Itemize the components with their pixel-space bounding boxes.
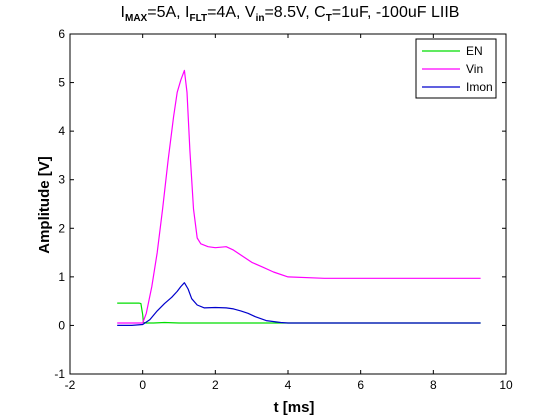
chart-title: IMAX=5A, IFLT=4A, Vin=8.5V, CT=1uF, -100… xyxy=(121,4,460,24)
x-tick-label: 10 xyxy=(499,378,513,392)
y-tick-label: 4 xyxy=(58,124,65,138)
x-tick-label: 4 xyxy=(285,378,292,392)
title-segment: =8.5V, C xyxy=(264,4,325,21)
y-tick-label: -1 xyxy=(54,367,65,381)
x-tick-label: 2 xyxy=(212,378,219,392)
y-axis: -1 0 1 2 3 4 5 6 xyxy=(54,27,506,381)
legend-label-en: EN xyxy=(466,44,483,58)
title-segment: =4A, V xyxy=(207,4,256,21)
x-tick-label: 0 xyxy=(139,378,146,392)
x-axis-label: t [ms] xyxy=(274,399,315,416)
title-subscript: T xyxy=(326,13,332,24)
title-segment: =1uF, -100uF LIIB xyxy=(332,4,460,21)
title-subscript: in xyxy=(256,13,265,24)
legend-label-imon: Imon xyxy=(466,80,493,94)
series-line-imon xyxy=(117,282,481,326)
y-tick-label: 1 xyxy=(58,270,65,284)
title-segment: I xyxy=(121,4,125,21)
title-subscript: MAX xyxy=(125,13,148,24)
series-line-vin xyxy=(117,69,481,324)
y-tick-label: 6 xyxy=(58,27,65,41)
y-tick-label: 2 xyxy=(58,221,65,235)
x-tick-label: 8 xyxy=(430,378,437,392)
y-tick-label: 0 xyxy=(58,318,65,332)
x-tick-label: 6 xyxy=(357,378,364,392)
y-tick-label: 3 xyxy=(58,173,65,187)
series-layer xyxy=(117,69,481,326)
legend: EN Vin Imon xyxy=(415,38,497,99)
title-subscript: FLT xyxy=(189,13,207,24)
title-segment: =5A, I xyxy=(147,4,189,21)
x-tick-label: -2 xyxy=(65,378,76,392)
y-tick-label: 5 xyxy=(58,76,65,90)
y-axis-label: Amplitude [V] xyxy=(36,156,53,254)
legend-label-vin: Vin xyxy=(466,62,483,76)
x-axis: -2 0 2 4 6 8 10 xyxy=(65,34,513,392)
